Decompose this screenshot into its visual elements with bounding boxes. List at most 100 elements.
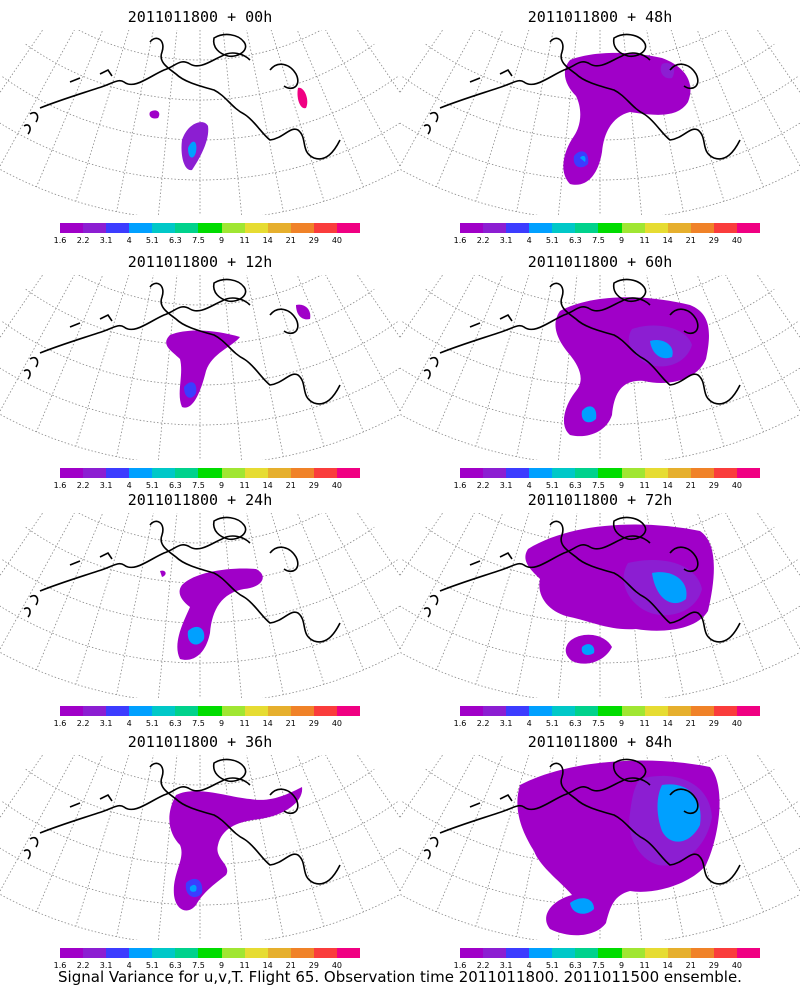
colorbar-swatch	[83, 948, 107, 958]
colorbar-label: 14	[262, 719, 273, 728]
colorbar-label: 29	[308, 481, 319, 490]
colorbar-swatch	[152, 223, 176, 233]
colorbar-swatch	[460, 468, 484, 478]
forecast-panel: 2011011800 + 60h 1.6 2.2 3.1 4 5.1 6.3 7.5 9 11 14…	[400, 245, 800, 490]
coastline	[69, 793, 113, 808]
colorbar-swatch	[244, 223, 268, 233]
coastline	[149, 37, 341, 160]
colorbar-label: 40	[731, 236, 743, 245]
meridian-gridline	[725, 755, 800, 892]
coastline	[23, 594, 39, 618]
variance-contour	[189, 884, 197, 892]
meridian-gridline	[400, 275, 475, 412]
colorbar-swatch	[552, 468, 576, 478]
colorbar-swatch	[83, 706, 107, 716]
colorbar-label: 1.6	[453, 961, 467, 970]
colorbar-swatch	[667, 706, 691, 716]
latitude-gridline	[400, 413, 800, 460]
latitude-gridline	[0, 367, 400, 426]
coastline	[69, 68, 113, 83]
meridian-gridline	[75, 30, 130, 202]
colorbar-labels: 1.6 2.2 3.1 4 5.1 6.3 7.5 9 11 14 21 29 40	[440, 481, 780, 493]
coastline	[212, 278, 247, 303]
colorbar-swatch	[644, 468, 668, 478]
colorbar-swatch	[621, 706, 645, 716]
colorbar-label: 5.1	[145, 719, 159, 728]
coastline	[39, 535, 251, 592]
colorbar-label: 14	[262, 481, 273, 490]
colorbar-labels: 1.6 2.2 3.1 4 5.1 6.3 7.5 9 11 14 21 29 40	[40, 236, 380, 248]
meridian-gridline	[436, 513, 504, 671]
colorbar	[460, 948, 761, 958]
coastline	[612, 278, 647, 303]
colorbar-swatch	[667, 948, 691, 958]
colorbar-swatch	[483, 223, 507, 233]
meridian-gridline	[0, 513, 44, 577]
colorbar-label: 11	[639, 961, 650, 970]
colorbar-swatch	[60, 223, 84, 233]
latitude-gridline	[78, 755, 322, 786]
variance-contour	[297, 87, 308, 109]
meridian-gridline	[222, 755, 243, 940]
colorbar-swatch	[598, 706, 622, 716]
colorbar-label: 3.1	[499, 236, 513, 245]
colorbar-swatch	[690, 223, 714, 233]
meridian-gridline	[157, 275, 178, 460]
colorbar-swatch	[129, 468, 153, 478]
colorbar-swatch	[529, 468, 553, 478]
colorbar-swatch	[129, 706, 153, 716]
colorbar-swatch	[552, 948, 576, 958]
variance-contour	[187, 626, 205, 645]
meridian-gridline	[270, 275, 325, 447]
colorbar-label: 11	[639, 481, 650, 490]
meridian-gridline	[756, 755, 800, 819]
colorbar-swatch	[152, 468, 176, 478]
latitude-gridline	[400, 168, 800, 215]
coastline	[549, 37, 741, 160]
meridian-gridline	[0, 755, 75, 892]
colorbar-label: 4	[126, 481, 132, 490]
coastline	[269, 308, 299, 335]
colorbar-swatch	[198, 948, 222, 958]
colorbar-swatch	[60, 706, 84, 716]
coastline	[39, 297, 251, 354]
colorbar-label: 5.1	[145, 961, 159, 970]
panel-title: 2011011800 + 36h	[127, 733, 273, 751]
colorbar-label: 6.3	[569, 961, 582, 970]
colorbar-swatch	[460, 948, 484, 958]
coastline	[69, 313, 113, 328]
colorbar-label: 9	[218, 719, 225, 728]
colorbar	[460, 706, 761, 716]
coastline	[423, 836, 439, 860]
meridian-gridline	[475, 755, 530, 927]
meridian-gridline	[356, 30, 400, 94]
colorbar-label: 7.5	[592, 236, 605, 245]
meridian-gridline	[400, 275, 444, 339]
colorbar-labels: 1.6 2.2 3.1 4 5.1 6.3 7.5 9 11 14 21 29 40	[440, 236, 780, 248]
colorbar-label: 3.1	[499, 961, 513, 970]
coastline	[39, 52, 251, 109]
polar-map	[0, 275, 400, 460]
colorbar-labels: 1.6 2.2 3.1 4 5.1 6.3 7.5 9 11 14 21 29 40	[440, 961, 780, 973]
colorbar-label: 7.5	[192, 481, 205, 490]
latitude-gridline	[78, 30, 322, 61]
colorbar-swatch	[621, 223, 645, 233]
colorbar-swatch	[690, 706, 714, 716]
coastline	[549, 282, 741, 405]
colorbar-label: 11	[239, 481, 250, 490]
colorbar-swatch	[313, 223, 337, 233]
meridian-gridline	[756, 513, 800, 577]
colorbar-swatch	[244, 948, 268, 958]
colorbar-label: 9	[618, 961, 625, 970]
colorbar-label: 7.5	[592, 961, 605, 970]
meridian-gridline	[725, 275, 800, 412]
latitude-gridline	[0, 651, 400, 698]
colorbar-label: 1.6	[53, 719, 67, 728]
meridian-gridline	[356, 275, 400, 339]
meridian-gridline	[475, 275, 530, 447]
variance-contour	[149, 110, 160, 119]
colorbar-label: 40	[331, 719, 343, 728]
colorbar-labels: 1.6 2.2 3.1 4 5.1 6.3 7.5 9 11 14 21 29 40	[40, 481, 380, 493]
panel-title: 2011011800 + 84h	[527, 733, 673, 751]
meridian-gridline	[296, 275, 364, 433]
